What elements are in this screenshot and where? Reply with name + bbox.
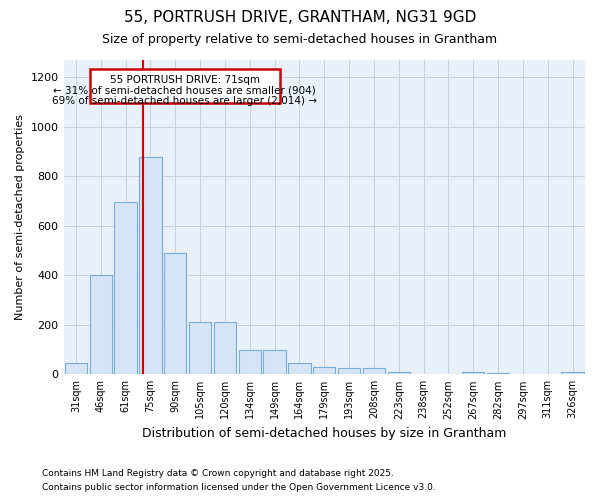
Bar xyxy=(89,68,280,104)
Bar xyxy=(462,372,484,374)
Bar xyxy=(288,363,311,374)
Text: 55, PORTRUSH DRIVE, GRANTHAM, NG31 9GD: 55, PORTRUSH DRIVE, GRANTHAM, NG31 9GD xyxy=(124,10,476,25)
Text: 69% of semi-detached houses are larger (2,014) →: 69% of semi-detached houses are larger (… xyxy=(52,96,317,106)
Bar xyxy=(214,322,236,374)
Bar xyxy=(338,368,360,374)
Bar xyxy=(164,253,187,374)
Bar xyxy=(487,373,509,374)
Text: ← 31% of semi-detached houses are smaller (904): ← 31% of semi-detached houses are smalle… xyxy=(53,86,316,96)
Bar xyxy=(139,156,161,374)
Bar xyxy=(65,363,87,374)
Bar xyxy=(363,368,385,374)
Text: Size of property relative to semi-detached houses in Grantham: Size of property relative to semi-detach… xyxy=(103,32,497,46)
Bar xyxy=(388,372,410,374)
Bar xyxy=(562,372,584,374)
Bar xyxy=(189,322,211,374)
Bar xyxy=(89,276,112,374)
Bar xyxy=(313,367,335,374)
Y-axis label: Number of semi-detached properties: Number of semi-detached properties xyxy=(15,114,25,320)
Text: Contains public sector information licensed under the Open Government Licence v3: Contains public sector information licen… xyxy=(42,484,436,492)
Bar xyxy=(239,350,261,374)
X-axis label: Distribution of semi-detached houses by size in Grantham: Distribution of semi-detached houses by … xyxy=(142,427,506,440)
Text: 55 PORTRUSH DRIVE: 71sqm: 55 PORTRUSH DRIVE: 71sqm xyxy=(110,74,260,85)
Bar xyxy=(115,202,137,374)
Text: Contains HM Land Registry data © Crown copyright and database right 2025.: Contains HM Land Registry data © Crown c… xyxy=(42,468,394,477)
Bar xyxy=(263,350,286,374)
